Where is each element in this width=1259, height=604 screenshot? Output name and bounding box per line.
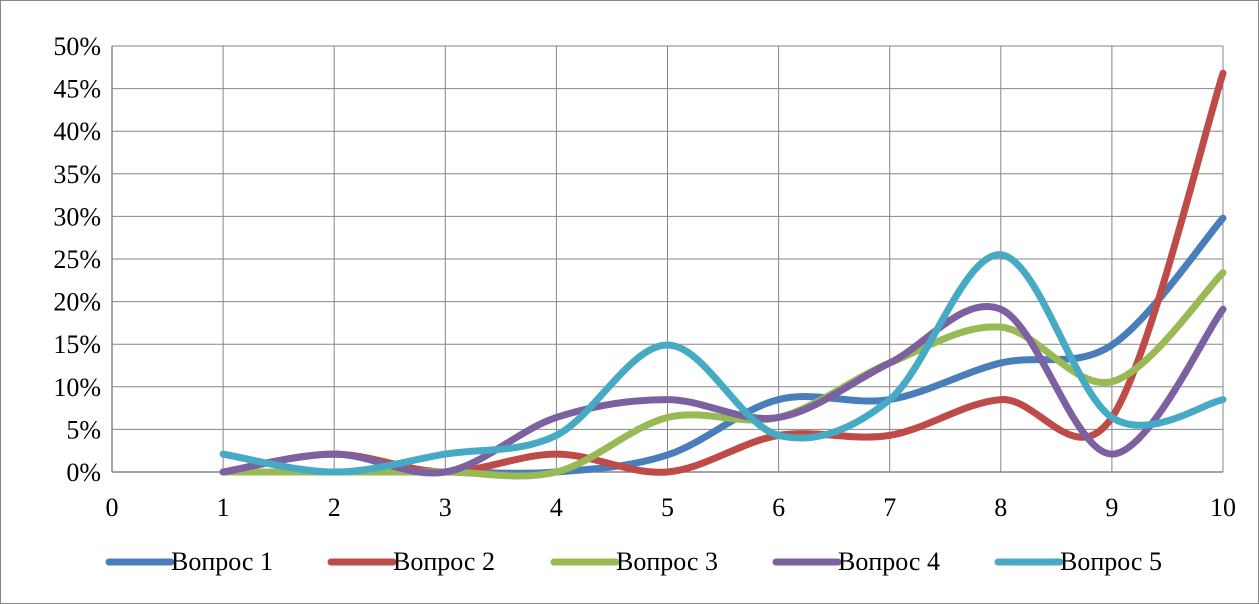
x-tick-label: 6 (772, 493, 785, 522)
x-tick-label: 0 (106, 493, 119, 522)
legend: Вопрос 1 Вопрос 2 Вопрос 3 Вопрос 4 Вопрос 5 (105, 547, 1162, 576)
y-tick-label: 10% (53, 373, 101, 402)
series-line-5 (219, 251, 1227, 476)
y-tick-label: 15% (53, 330, 101, 359)
x-tick-label: 3 (439, 493, 452, 522)
y-tick-label: 45% (53, 75, 101, 104)
x-tick-label: 7 (883, 493, 896, 522)
x-tick-label: 5 (661, 493, 674, 522)
tick-labels: 0% 5% 10% 15% 20% 25% 30% 35% 40% 45% 50% 0 1 2 3 4 5 6 7 8… (53, 32, 1236, 522)
x-tick-label: 9 (1105, 493, 1118, 522)
x-tick-label: 10 (1210, 493, 1236, 522)
y-tick-label: 25% (53, 245, 101, 274)
y-tick-label: 50% (53, 32, 101, 61)
x-tick-label: 8 (994, 493, 1007, 522)
y-tick-label: 35% (53, 160, 101, 189)
x-tick-label: 1 (217, 493, 230, 522)
legend-label-4: Вопрос 4 (838, 547, 940, 576)
legend-label-1: Вопрос 1 (171, 547, 273, 576)
y-tick-label: 0% (66, 458, 101, 487)
y-tick-label: 20% (53, 288, 101, 317)
legend-label-3: Вопрос 3 (616, 547, 718, 576)
x-tick-label: 4 (550, 493, 563, 522)
y-tick-label: 5% (66, 415, 101, 444)
legend-label-5: Вопрос 5 (1060, 547, 1162, 576)
series-layer (219, 69, 1227, 480)
x-tick-label: 2 (328, 493, 341, 522)
legend-label-2: Вопрос 2 (393, 547, 495, 576)
y-tick-label: 40% (53, 117, 101, 146)
y-tick-label: 30% (53, 202, 101, 231)
grid-layer (112, 45, 1224, 472)
series-line-4 (219, 303, 1227, 477)
series-line-3 (219, 269, 1227, 480)
